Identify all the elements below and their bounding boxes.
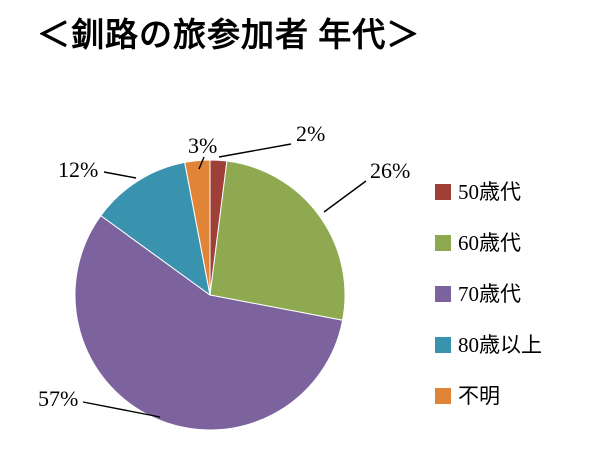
legend-label-2: 70歳代 xyxy=(458,281,521,306)
slice-percentage-label-1: 26% xyxy=(370,158,410,183)
pie-slice-1 xyxy=(209,160,346,321)
legend-swatch-4 xyxy=(435,388,451,404)
leader-line-0 xyxy=(218,143,292,158)
legend-swatch-2 xyxy=(435,286,451,302)
slice-percentage-label-2: 57% xyxy=(38,386,78,411)
legend-swatch-1 xyxy=(435,235,451,251)
legend-label-3: 80歳以上 xyxy=(458,332,542,357)
slice-percentage-label-0: 2% xyxy=(296,121,325,146)
leader-line-3 xyxy=(103,171,137,179)
slice-percentage-label-3: 12% xyxy=(58,157,98,182)
legend-item-4: 不明 xyxy=(435,384,542,408)
pie-slice-3 xyxy=(100,161,211,297)
chart-title: ＜釧路の旅参加者 年代＞ xyxy=(37,18,421,54)
leader-line-4 xyxy=(198,156,205,170)
slice-percentage-label-4: 3% xyxy=(188,133,217,158)
legend-swatch-0 xyxy=(435,184,451,200)
legend-label-0: 50歳代 xyxy=(458,179,521,204)
legend-item-3: 80歳以上 xyxy=(435,333,542,357)
legend-item-1: 60歳代 xyxy=(435,231,542,255)
leader-line-2 xyxy=(82,401,161,418)
legend-label-1: 60歳代 xyxy=(458,230,521,255)
legend-label-4: 不明 xyxy=(458,383,500,408)
pie-slice-2 xyxy=(74,214,344,431)
legend-swatch-3 xyxy=(435,337,451,353)
pie-slice-4 xyxy=(184,159,211,296)
legend: 50歳代 60歳代 70歳代 80歳以上不明 xyxy=(435,180,542,435)
legend-item-2: 70歳代 xyxy=(435,282,542,306)
leader-line-1 xyxy=(323,180,367,213)
legend-item-0: 50歳代 xyxy=(435,180,542,204)
